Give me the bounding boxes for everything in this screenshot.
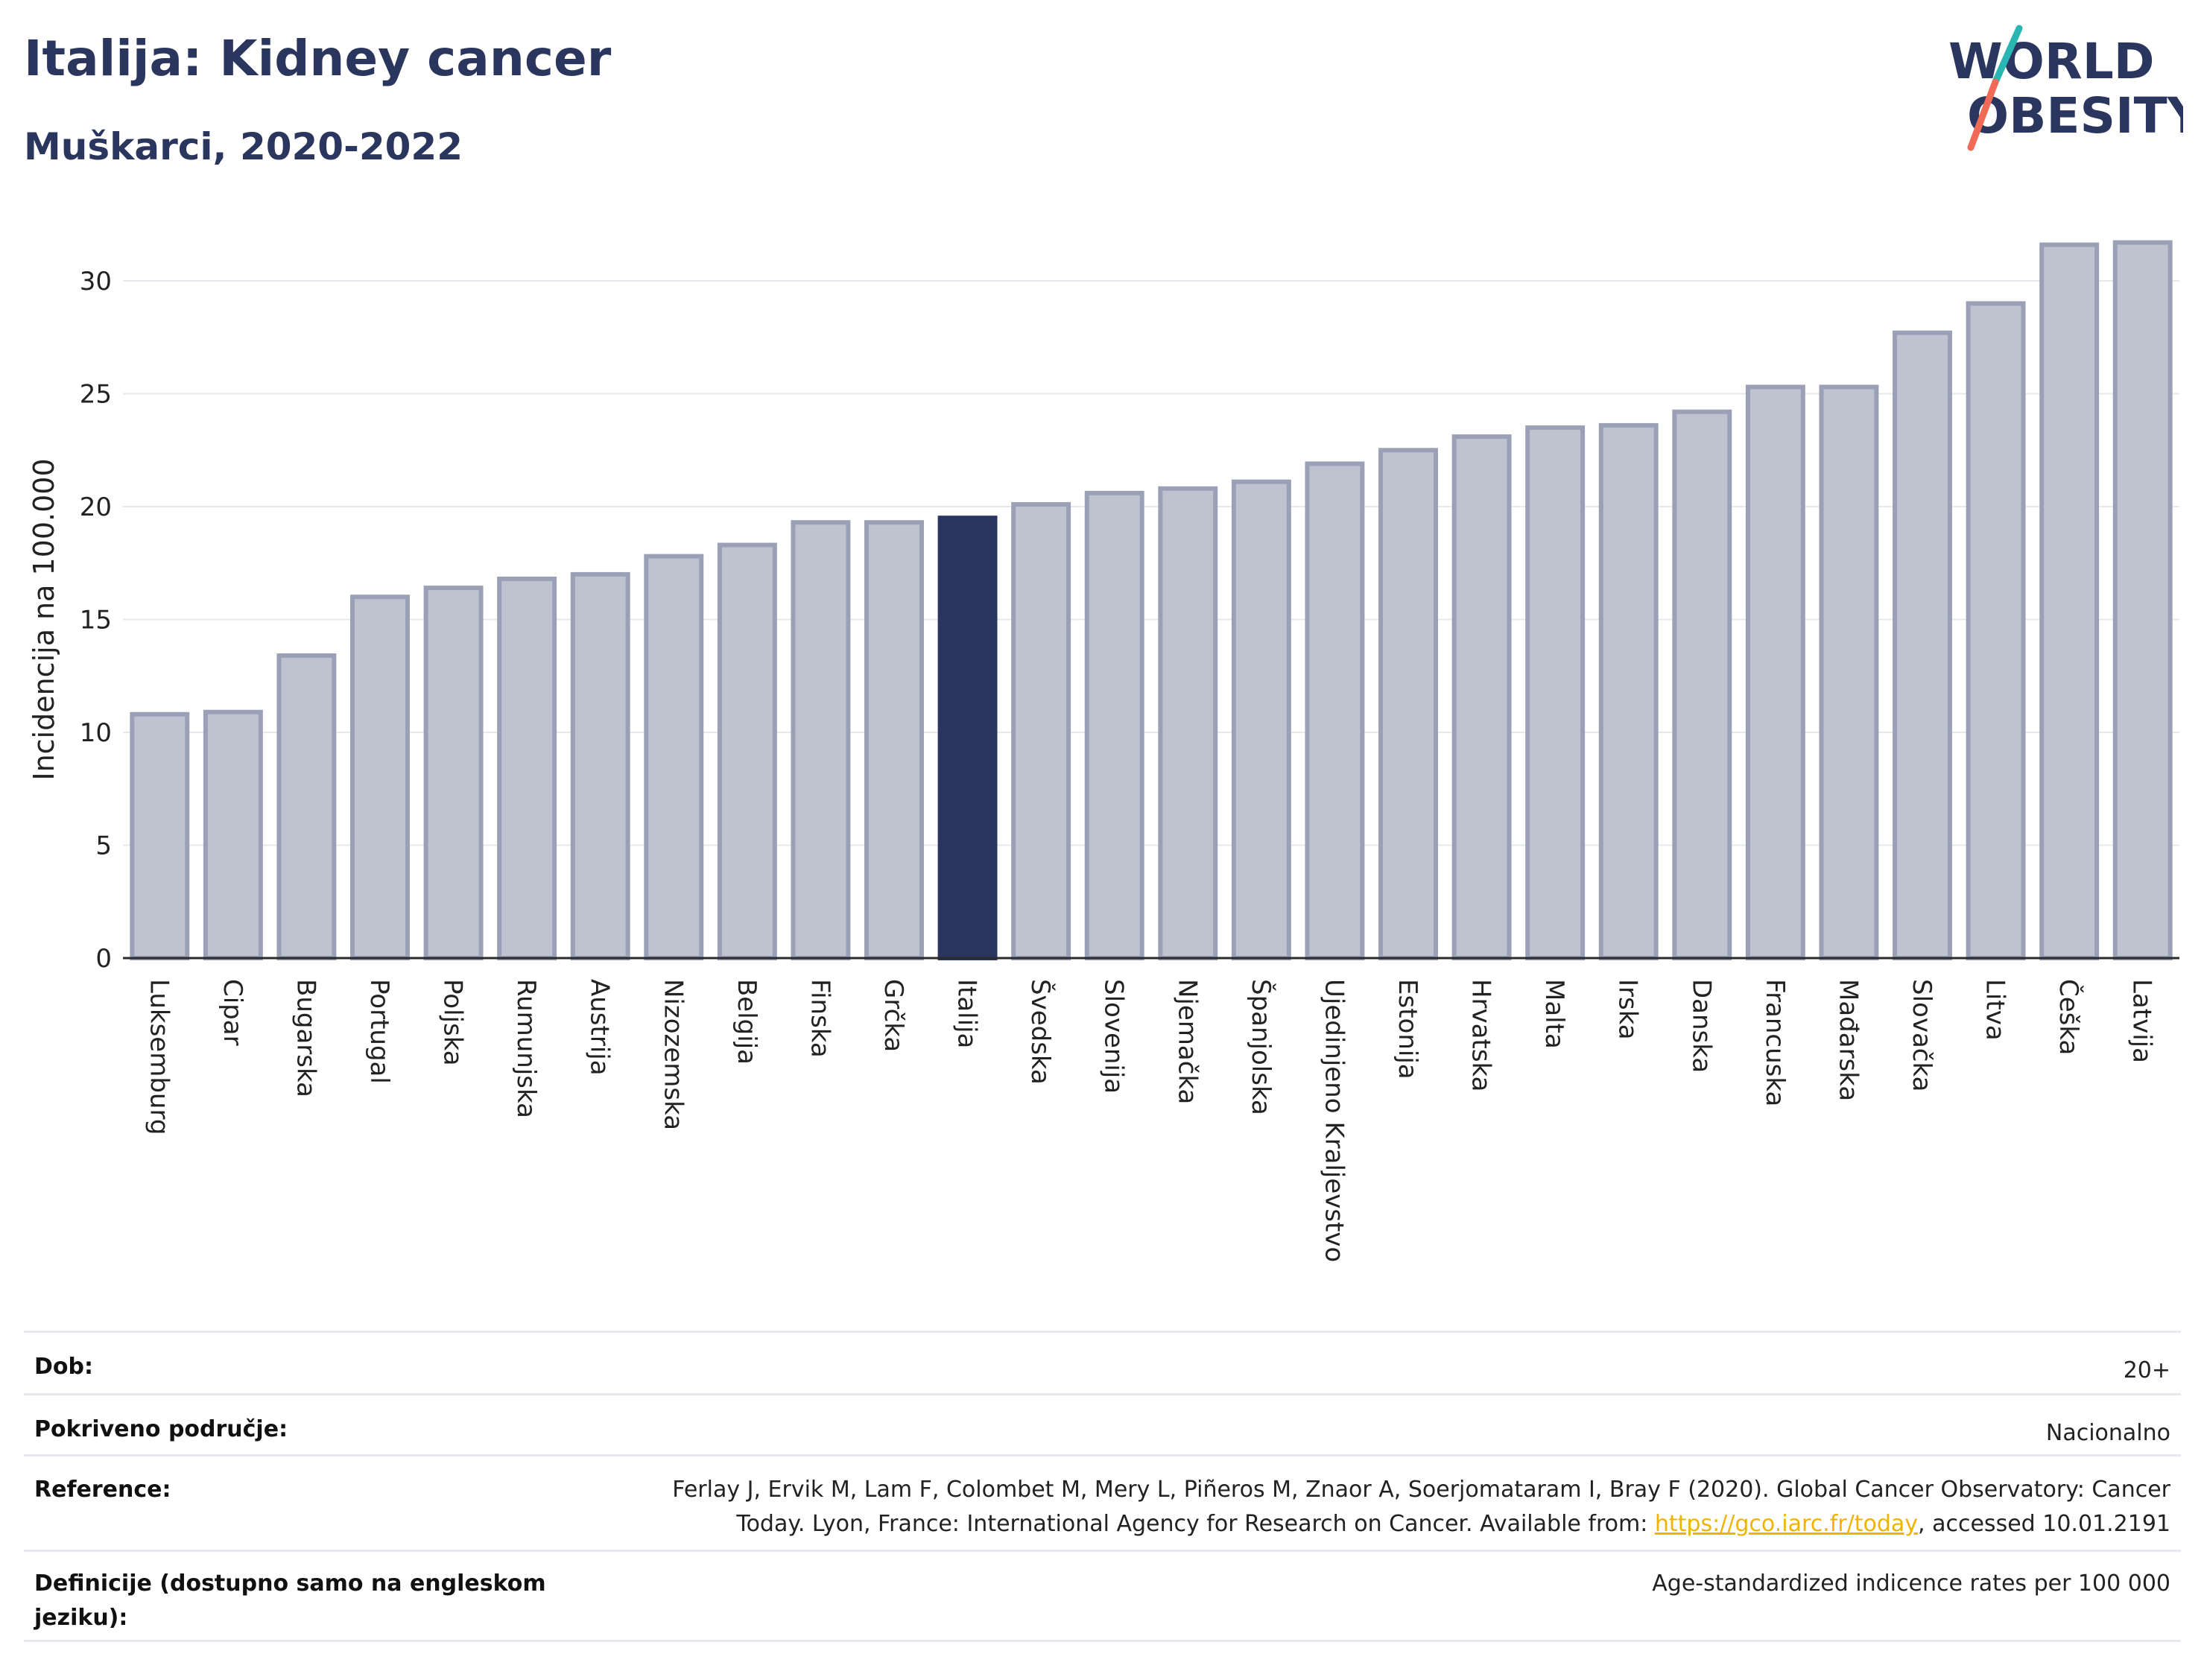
chart-subtitle: Muškarci, 2020-2022 [24, 125, 463, 168]
x-tick-label: Francuska [1760, 979, 1790, 1106]
y-axis-label: Incidencija na 100.000 [28, 458, 60, 780]
bar-španjolska [1231, 479, 1291, 960]
x-tick-label: Rumunjska [511, 979, 541, 1118]
bar-hrvatska [1451, 434, 1512, 960]
reference-label: Reference: [34, 1477, 171, 1503]
y-tick-label: 10 [80, 718, 112, 748]
footer-row-coverage: Pokriveno područje: Nacionalno [24, 1393, 2181, 1454]
y-tick-label: 30 [80, 267, 112, 297]
footer-row-definitions: Definicije (dostupno samo na engleskom j… [24, 1550, 2181, 1642]
bar-italija [937, 516, 998, 960]
coverage-label: Pokriveno područje: [34, 1416, 288, 1442]
x-tick-label: Grčka [878, 979, 908, 1052]
y-tick-label: 15 [80, 606, 112, 635]
age-value: 20+ [2123, 1357, 2170, 1383]
footer-row-age: Dob: 20+ [24, 1331, 2181, 1393]
bar-portugal [350, 595, 410, 960]
bar-bugarska [276, 653, 337, 960]
bar-ujedinjeno-kraljevstvo [1305, 461, 1365, 960]
logo-text-world: WORLD [1948, 33, 2155, 90]
bar-njemačka [1158, 486, 1218, 960]
x-tick-label: Njemačka [1172, 979, 1202, 1104]
bar-irska [1598, 422, 1659, 960]
reference-line-2-text: Today. Lyon, France: International Agenc… [736, 1511, 1655, 1537]
bar-švedska [1011, 501, 1071, 960]
x-tick-label: Ujedinjeno Kraljevstvo [1319, 979, 1349, 1262]
x-tick-label: Portugal [364, 979, 394, 1084]
bar-grčka [864, 520, 924, 960]
x-tick-label: Danska [1686, 979, 1716, 1073]
x-tick-label: Austrija [585, 979, 615, 1076]
logo-text-obesity: OBESITY [1967, 87, 2183, 145]
footer-row-reference: Reference: Ferlay J, Ervik M, Lam F, Col… [24, 1454, 2181, 1550]
reference-accessed: , accessed 10.01.2191 [1918, 1511, 2170, 1537]
chart-title: Italija: Kidney cancer [24, 30, 612, 87]
bar-estonija [1378, 448, 1438, 960]
y-tick-label: 0 [95, 944, 112, 974]
x-tick-label: Poljska [438, 979, 468, 1066]
bar-mađarska [1819, 384, 1879, 960]
x-tick-label: Cipar [218, 979, 247, 1046]
x-tick-label: Litva [1980, 979, 2010, 1041]
bar-poljska [423, 586, 484, 961]
reference-line-1: Ferlay J, Ervik M, Lam F, Colombet M, Me… [672, 1477, 2170, 1503]
bar-litva [1966, 301, 2026, 960]
x-tick-label: Belgija [732, 979, 761, 1065]
x-tick-label: Nizozemska [658, 979, 688, 1130]
y-tick-label: 25 [80, 380, 112, 410]
bar-danska [1672, 409, 1732, 960]
reference-line-2: Today. Lyon, France: International Agenc… [672, 1507, 2170, 1541]
x-tick-label: Italija [952, 979, 982, 1048]
metadata-footer: Dob: 20+ Pokriveno područje: Nacionalno … [24, 1331, 2181, 1642]
age-label: Dob: [34, 1354, 93, 1380]
bar-rumunjska [497, 576, 557, 961]
x-tick-label: Estonija [1393, 979, 1422, 1080]
x-tick-label: Mađarska [1833, 979, 1863, 1101]
bar-slovačka [1893, 330, 1952, 960]
bar-češka [2039, 242, 2100, 960]
logo-slash-red [1967, 78, 1999, 151]
x-tick-label: Irska [1613, 979, 1643, 1040]
x-tick-label: Švedska [1025, 979, 1056, 1085]
x-tick-label: Bugarska [291, 979, 320, 1097]
x-tick-labels: Luksemburg Cipar Bugarska Portugal Poljska Ru… [144, 979, 2156, 1262]
reference-value: Ferlay J, Ervik M, Lam F, Colombet M, Me… [672, 1473, 2170, 1541]
definitions-label: Definicije (dostupno samo na engleskom j… [34, 1570, 546, 1631]
x-tick-label: Luksemburg [144, 979, 174, 1135]
bar-slovenija [1084, 490, 1144, 960]
y-tick-label: 5 [95, 831, 112, 861]
bar-malta [1525, 425, 1586, 960]
x-tick-label: Slovenija [1099, 979, 1129, 1094]
bar-belgija [717, 542, 777, 960]
bar-latvija [2112, 240, 2173, 960]
definitions-value: Age-standardized indicence rates per 100… [1652, 1570, 2170, 1597]
bar-luksemburg [130, 711, 190, 960]
x-tick-label: Finska [805, 979, 835, 1058]
world-obesity-logo: WORLD OBESITY [1948, 25, 2183, 151]
bar-chart: 0 5 10 15 20 25 30 Luksemburg Cipar Bugarska Port… [28, 240, 2179, 1262]
x-tick-label: Malta [1539, 979, 1569, 1049]
bar-austrija [570, 571, 630, 960]
logo-slash-teal [1992, 25, 2023, 86]
bars [123, 240, 2179, 961]
bar-finska [791, 520, 851, 960]
x-tick-label: Latvija [2127, 979, 2157, 1063]
x-tick-label: Hrvatska [1466, 979, 1496, 1091]
x-tick-label: Češka [2053, 979, 2084, 1055]
coverage-value: Nacionalno [2045, 1420, 2170, 1446]
y-tick-label: 20 [80, 492, 112, 522]
bar-francuska [1745, 384, 1805, 960]
y-tick-labels: 0 5 10 15 20 25 30 [80, 267, 112, 974]
reference-link[interactable]: https://gco.iarc.fr/today [1654, 1511, 1919, 1537]
x-tick-label: Slovačka [1907, 979, 1937, 1091]
bar-cipar [203, 709, 263, 960]
bar-nizozemska [644, 554, 704, 960]
x-tick-label: Španjolska [1246, 979, 1276, 1115]
